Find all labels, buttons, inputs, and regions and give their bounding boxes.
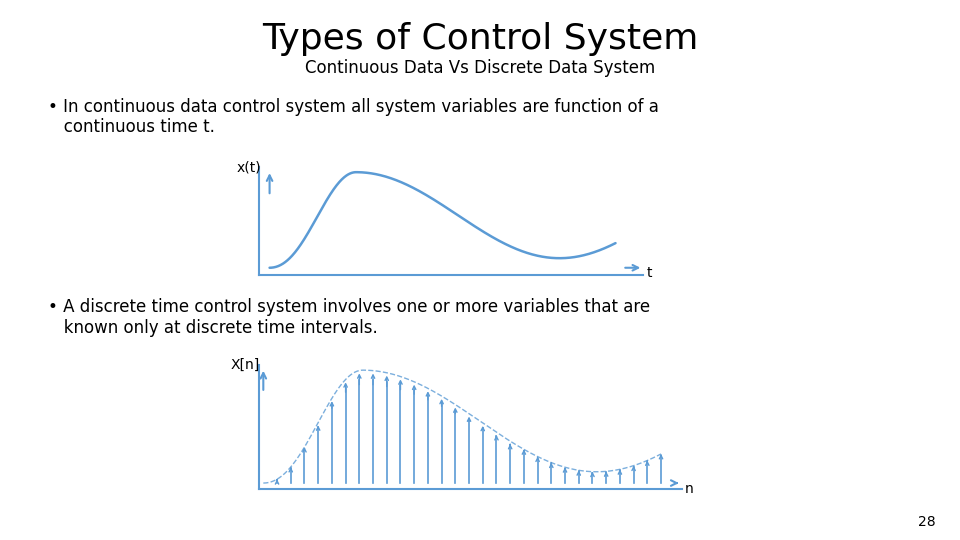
Text: Continuous Data Vs Discrete Data System: Continuous Data Vs Discrete Data System <box>305 59 655 77</box>
Text: • In continuous data control system all system variables are function of a: • In continuous data control system all … <box>48 98 659 116</box>
Text: X[n]: X[n] <box>230 357 260 372</box>
Text: 28: 28 <box>919 515 936 529</box>
Text: t: t <box>647 266 652 280</box>
Text: known only at discrete time intervals.: known only at discrete time intervals. <box>48 319 377 336</box>
Text: Types of Control System: Types of Control System <box>262 22 698 56</box>
Text: • A discrete time control system involves one or more variables that are: • A discrete time control system involve… <box>48 298 650 316</box>
Text: continuous time t.: continuous time t. <box>48 118 215 136</box>
Text: n: n <box>684 482 693 496</box>
Text: x(t): x(t) <box>236 160 261 174</box>
